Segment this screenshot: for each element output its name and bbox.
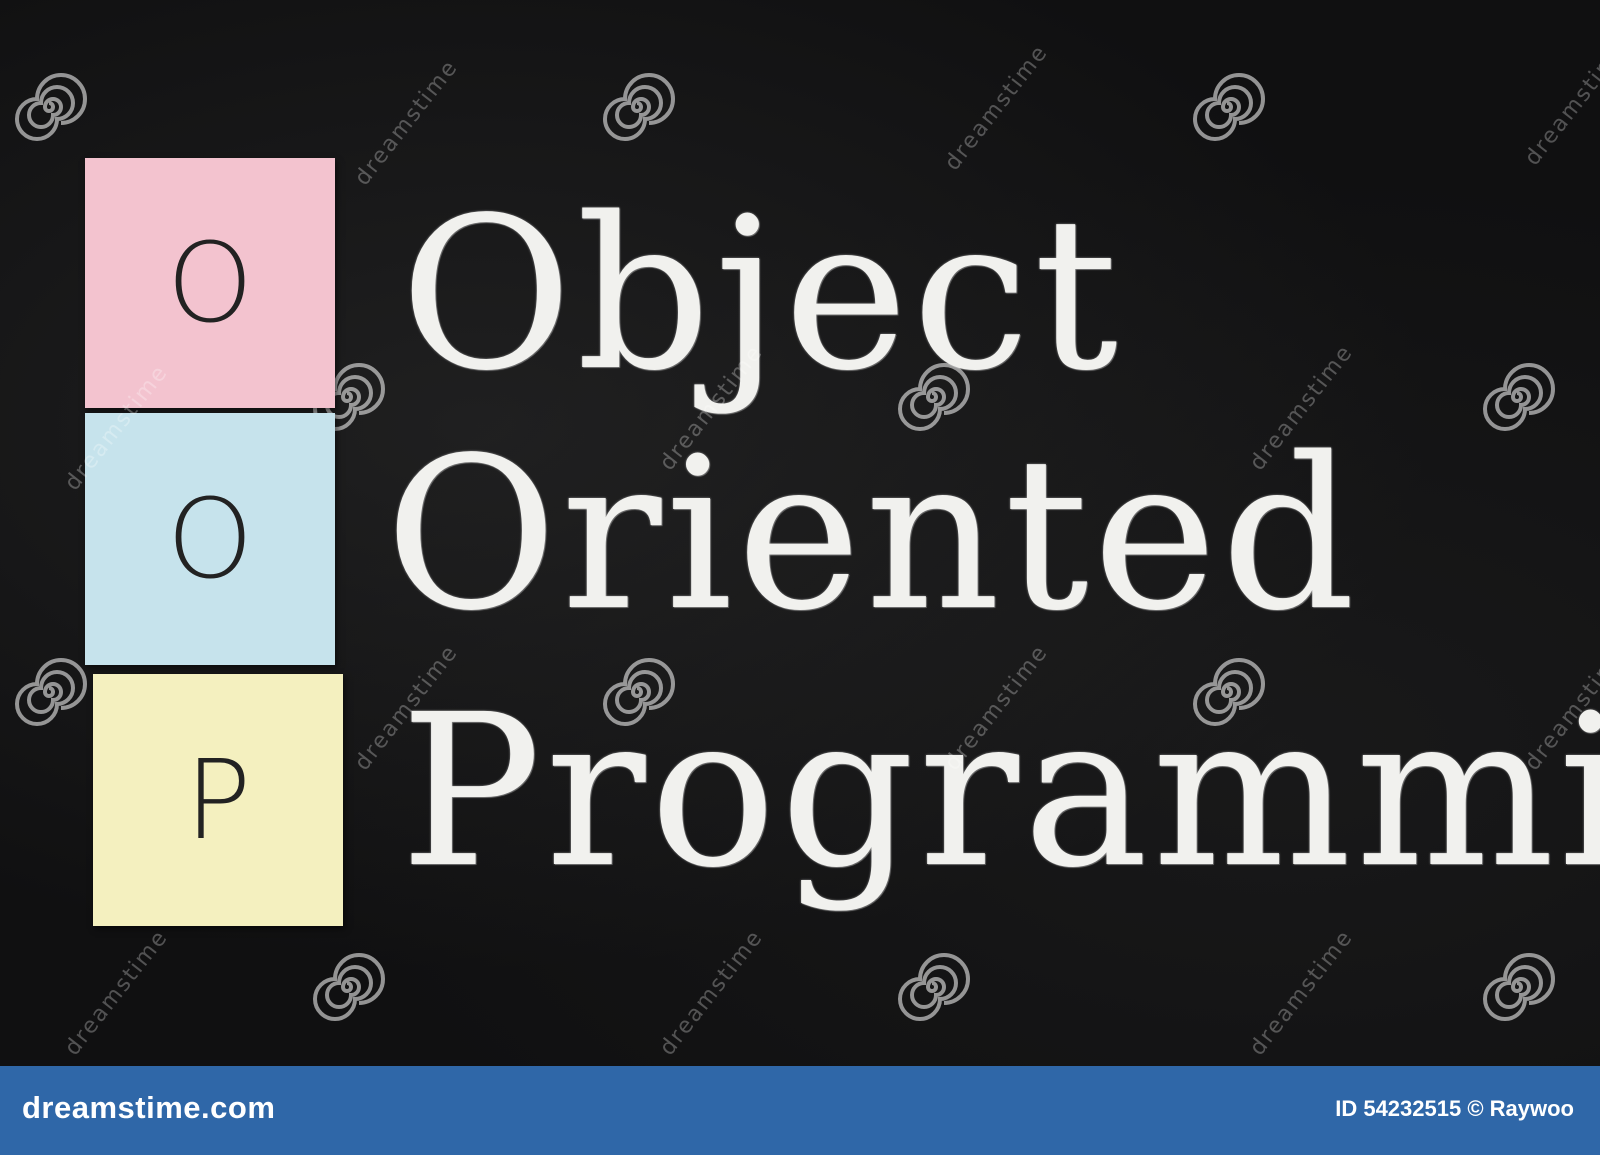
spiral-icon — [603, 73, 675, 141]
watermark-text: dreamstime — [60, 925, 174, 1061]
footer-image-id: ID 54232515 © Raywoo — [1335, 1096, 1574, 1121]
spiral-icon — [898, 953, 970, 1021]
footer-bar: dreamstime.com ID 54232515 © Raywoo — [0, 1066, 1600, 1155]
note-letter: O — [166, 475, 254, 603]
spiral-icon — [1193, 73, 1265, 141]
watermark-text: dreamstime — [350, 55, 464, 191]
spiral-icon — [15, 73, 87, 141]
spiral-icon — [1483, 953, 1555, 1021]
chalk-word-object: Object — [400, 172, 1122, 417]
spiral-icon — [1483, 363, 1555, 431]
sticky-note-blue: O — [85, 413, 335, 665]
chalk-word-programming: Programming — [400, 669, 1600, 914]
note-letter: P — [184, 736, 252, 864]
watermark-text: dreamstime — [940, 40, 1054, 176]
watermark-text: dreamstime — [1245, 925, 1359, 1061]
watermark-text: dreamstime — [655, 925, 769, 1061]
chalkboard: O O P Object Oriented Programming dreams… — [0, 0, 1600, 1066]
footer-brand[interactable]: dreamstime.com — [22, 1090, 276, 1125]
spiral-icon — [15, 658, 87, 726]
note-letter: O — [166, 219, 254, 347]
watermark-text: dreamstime — [1520, 35, 1600, 171]
chalk-word-oriented: Oriented — [385, 412, 1360, 657]
spiral-icon — [313, 953, 385, 1021]
sticky-note-pink: O — [85, 158, 335, 408]
sticky-note-yellow: P — [93, 674, 343, 926]
